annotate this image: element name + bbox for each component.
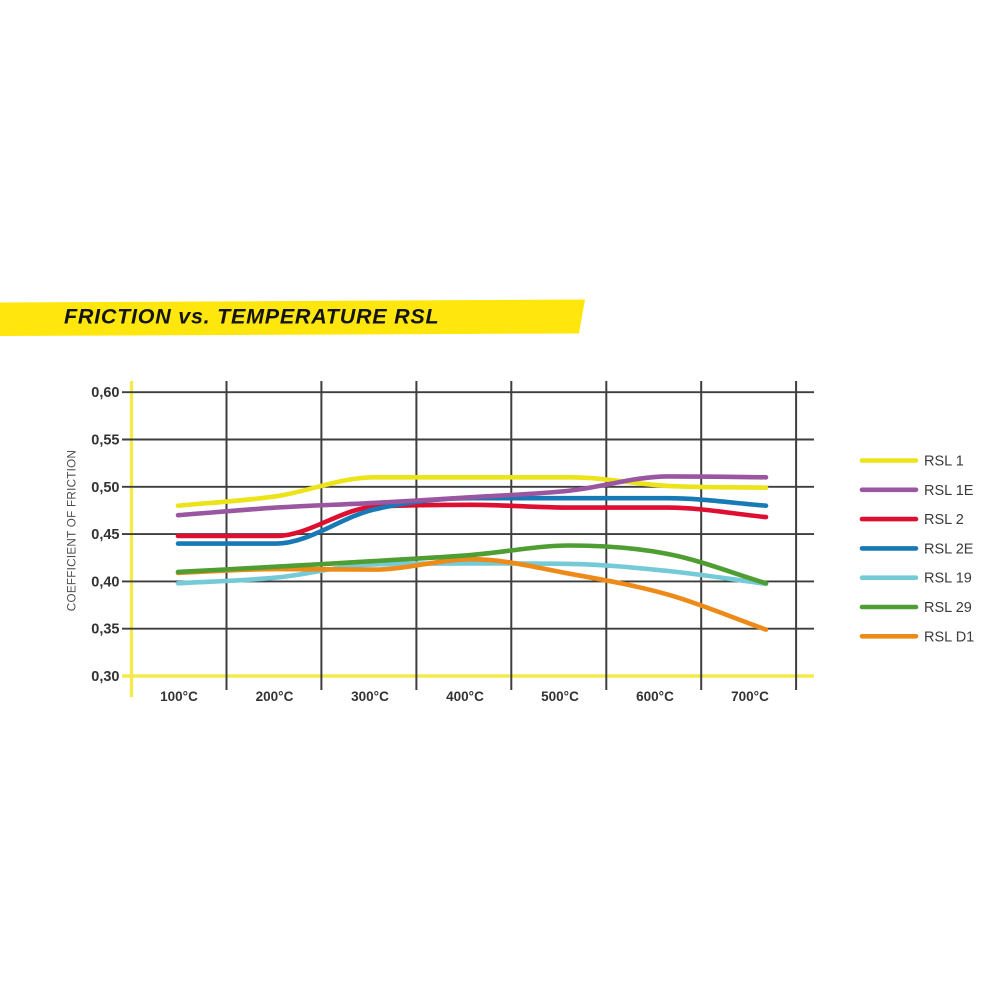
svg-text:200°C: 200°C xyxy=(256,689,294,704)
svg-text:RSL 2: RSL 2 xyxy=(924,512,964,528)
svg-text:0,35: 0,35 xyxy=(91,622,119,638)
svg-text:0,30: 0,30 xyxy=(91,669,119,685)
svg-text:400°C: 400°C xyxy=(446,689,484,704)
svg-text:COEFFICIENT OF FRICTION: COEFFICIENT OF FRICTION xyxy=(66,450,79,611)
svg-text:700°C: 700°C xyxy=(731,689,769,704)
svg-text:0,45: 0,45 xyxy=(91,527,119,543)
svg-text:RSL 1: RSL 1 xyxy=(924,454,964,470)
svg-text:RSL 19: RSL 19 xyxy=(924,571,972,587)
svg-text:300°C: 300°C xyxy=(351,689,389,704)
svg-text:RSL 1E: RSL 1E xyxy=(924,483,974,499)
svg-text:RSL D1: RSL D1 xyxy=(924,629,974,645)
svg-text:RSL 29: RSL 29 xyxy=(924,600,972,616)
svg-text:0,60: 0,60 xyxy=(91,385,119,401)
svg-text:0,55: 0,55 xyxy=(91,433,119,449)
svg-text:0,50: 0,50 xyxy=(91,480,119,496)
svg-text:0,40: 0,40 xyxy=(91,574,119,590)
svg-text:FRICTION vs. TEMPERATURE RSL: FRICTION vs. TEMPERATURE RSL xyxy=(64,305,439,329)
svg-text:100°C: 100°C xyxy=(160,689,198,704)
svg-text:600°C: 600°C xyxy=(636,689,674,704)
svg-text:500°C: 500°C xyxy=(541,689,579,704)
svg-text:RSL 2E: RSL 2E xyxy=(924,541,974,557)
